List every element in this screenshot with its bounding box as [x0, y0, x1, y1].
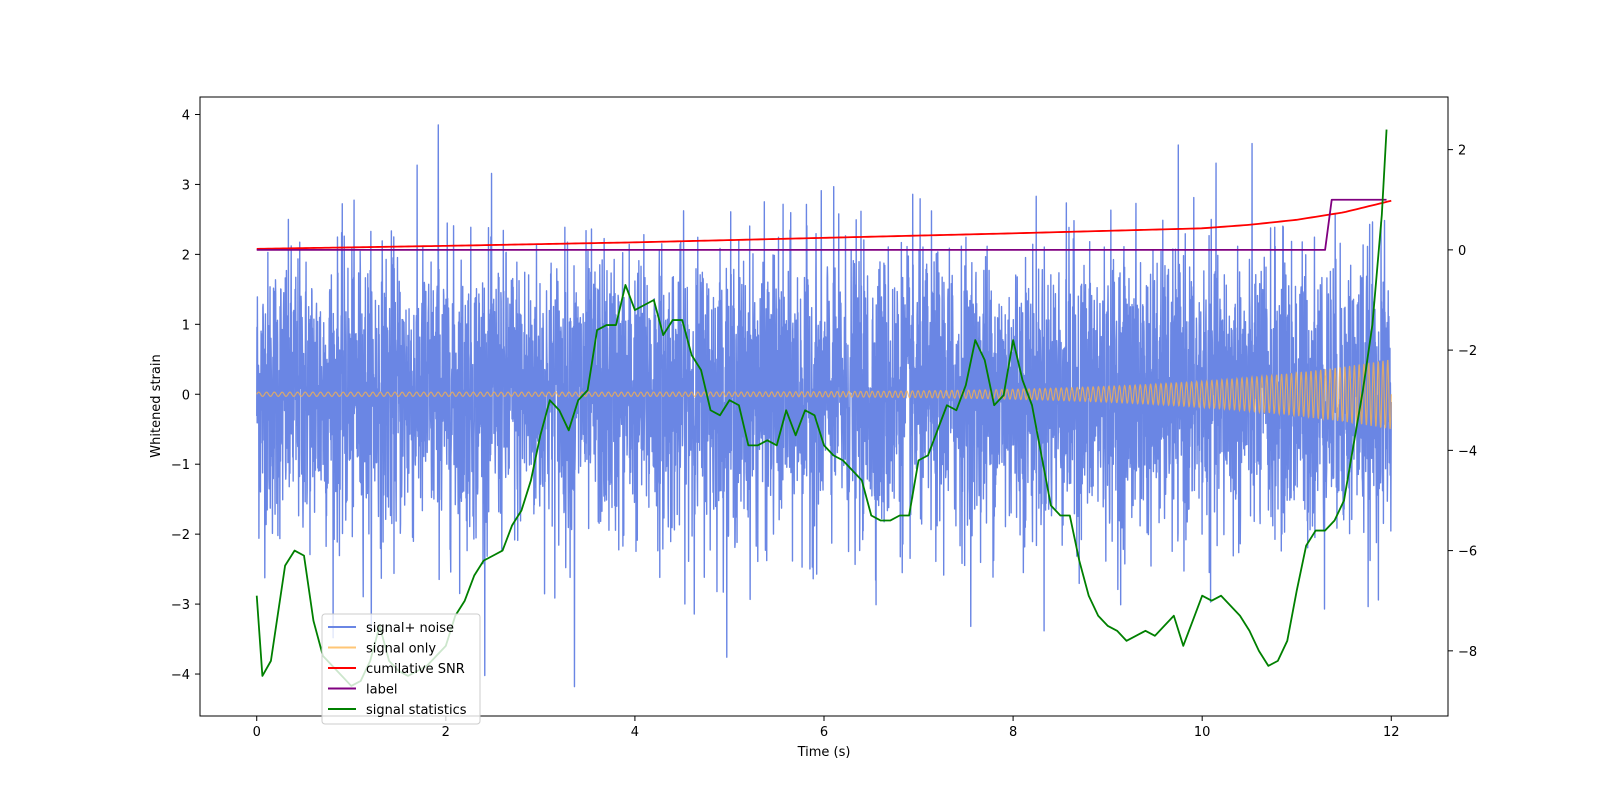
legend: signal+ noise signal only cumilative SNR la…: [321, 613, 481, 725]
y-tick-label: 2: [182, 248, 190, 263]
x-tick-label: 0: [253, 725, 261, 740]
y2-tick-label: 0: [1458, 244, 1466, 259]
x-tick-label: 12: [1383, 725, 1400, 740]
y-tick-label: −2: [171, 528, 190, 543]
x-tick-label: 6: [820, 725, 828, 740]
x-tick-label: 2: [442, 725, 450, 740]
y2-tick-label: −6: [1458, 545, 1477, 560]
y-axis-left: −4 −3 −2 −1 0 1 2 3 4: [171, 108, 200, 683]
y-axis-right: −8 −6 −4 −2 0 2: [1448, 144, 1477, 660]
y-tick-label: −3: [171, 598, 190, 613]
legend-entry: signal only: [366, 642, 436, 657]
legend-entry: signal+ noise: [366, 621, 454, 636]
x-axis-label: Time (s): [797, 745, 851, 760]
y-axis-label: Whitened strain: [149, 354, 164, 457]
x-tick-label: 8: [1009, 725, 1017, 740]
series-label: [256, 198, 1387, 251]
legend-box: [321, 613, 481, 725]
legend-entry: cumilative SNR: [366, 662, 465, 677]
y2-tick-label: −8: [1458, 645, 1477, 660]
legend-entry: signal statistics: [366, 703, 467, 718]
series-signal-noise: [256, 124, 1392, 688]
series-signal-only: [256, 359, 1392, 430]
y2-tick-label: −4: [1458, 444, 1477, 459]
series-cumilative-snr: [256, 199, 1392, 250]
y2-tick-label: 2: [1458, 144, 1466, 159]
y-tick-label: −4: [171, 668, 190, 683]
y-tick-label: 4: [182, 108, 190, 123]
y-tick-label: 3: [182, 178, 190, 193]
y-tick-label: 1: [182, 318, 190, 333]
x-tick-label: 4: [631, 725, 639, 740]
y-tick-label: 0: [182, 388, 190, 403]
y2-tick-label: −2: [1458, 344, 1477, 359]
x-tick-label: 10: [1194, 725, 1211, 740]
plot-area: [255, 124, 1392, 688]
legend-entry: label: [366, 683, 397, 698]
y-tick-label: −1: [171, 458, 190, 473]
